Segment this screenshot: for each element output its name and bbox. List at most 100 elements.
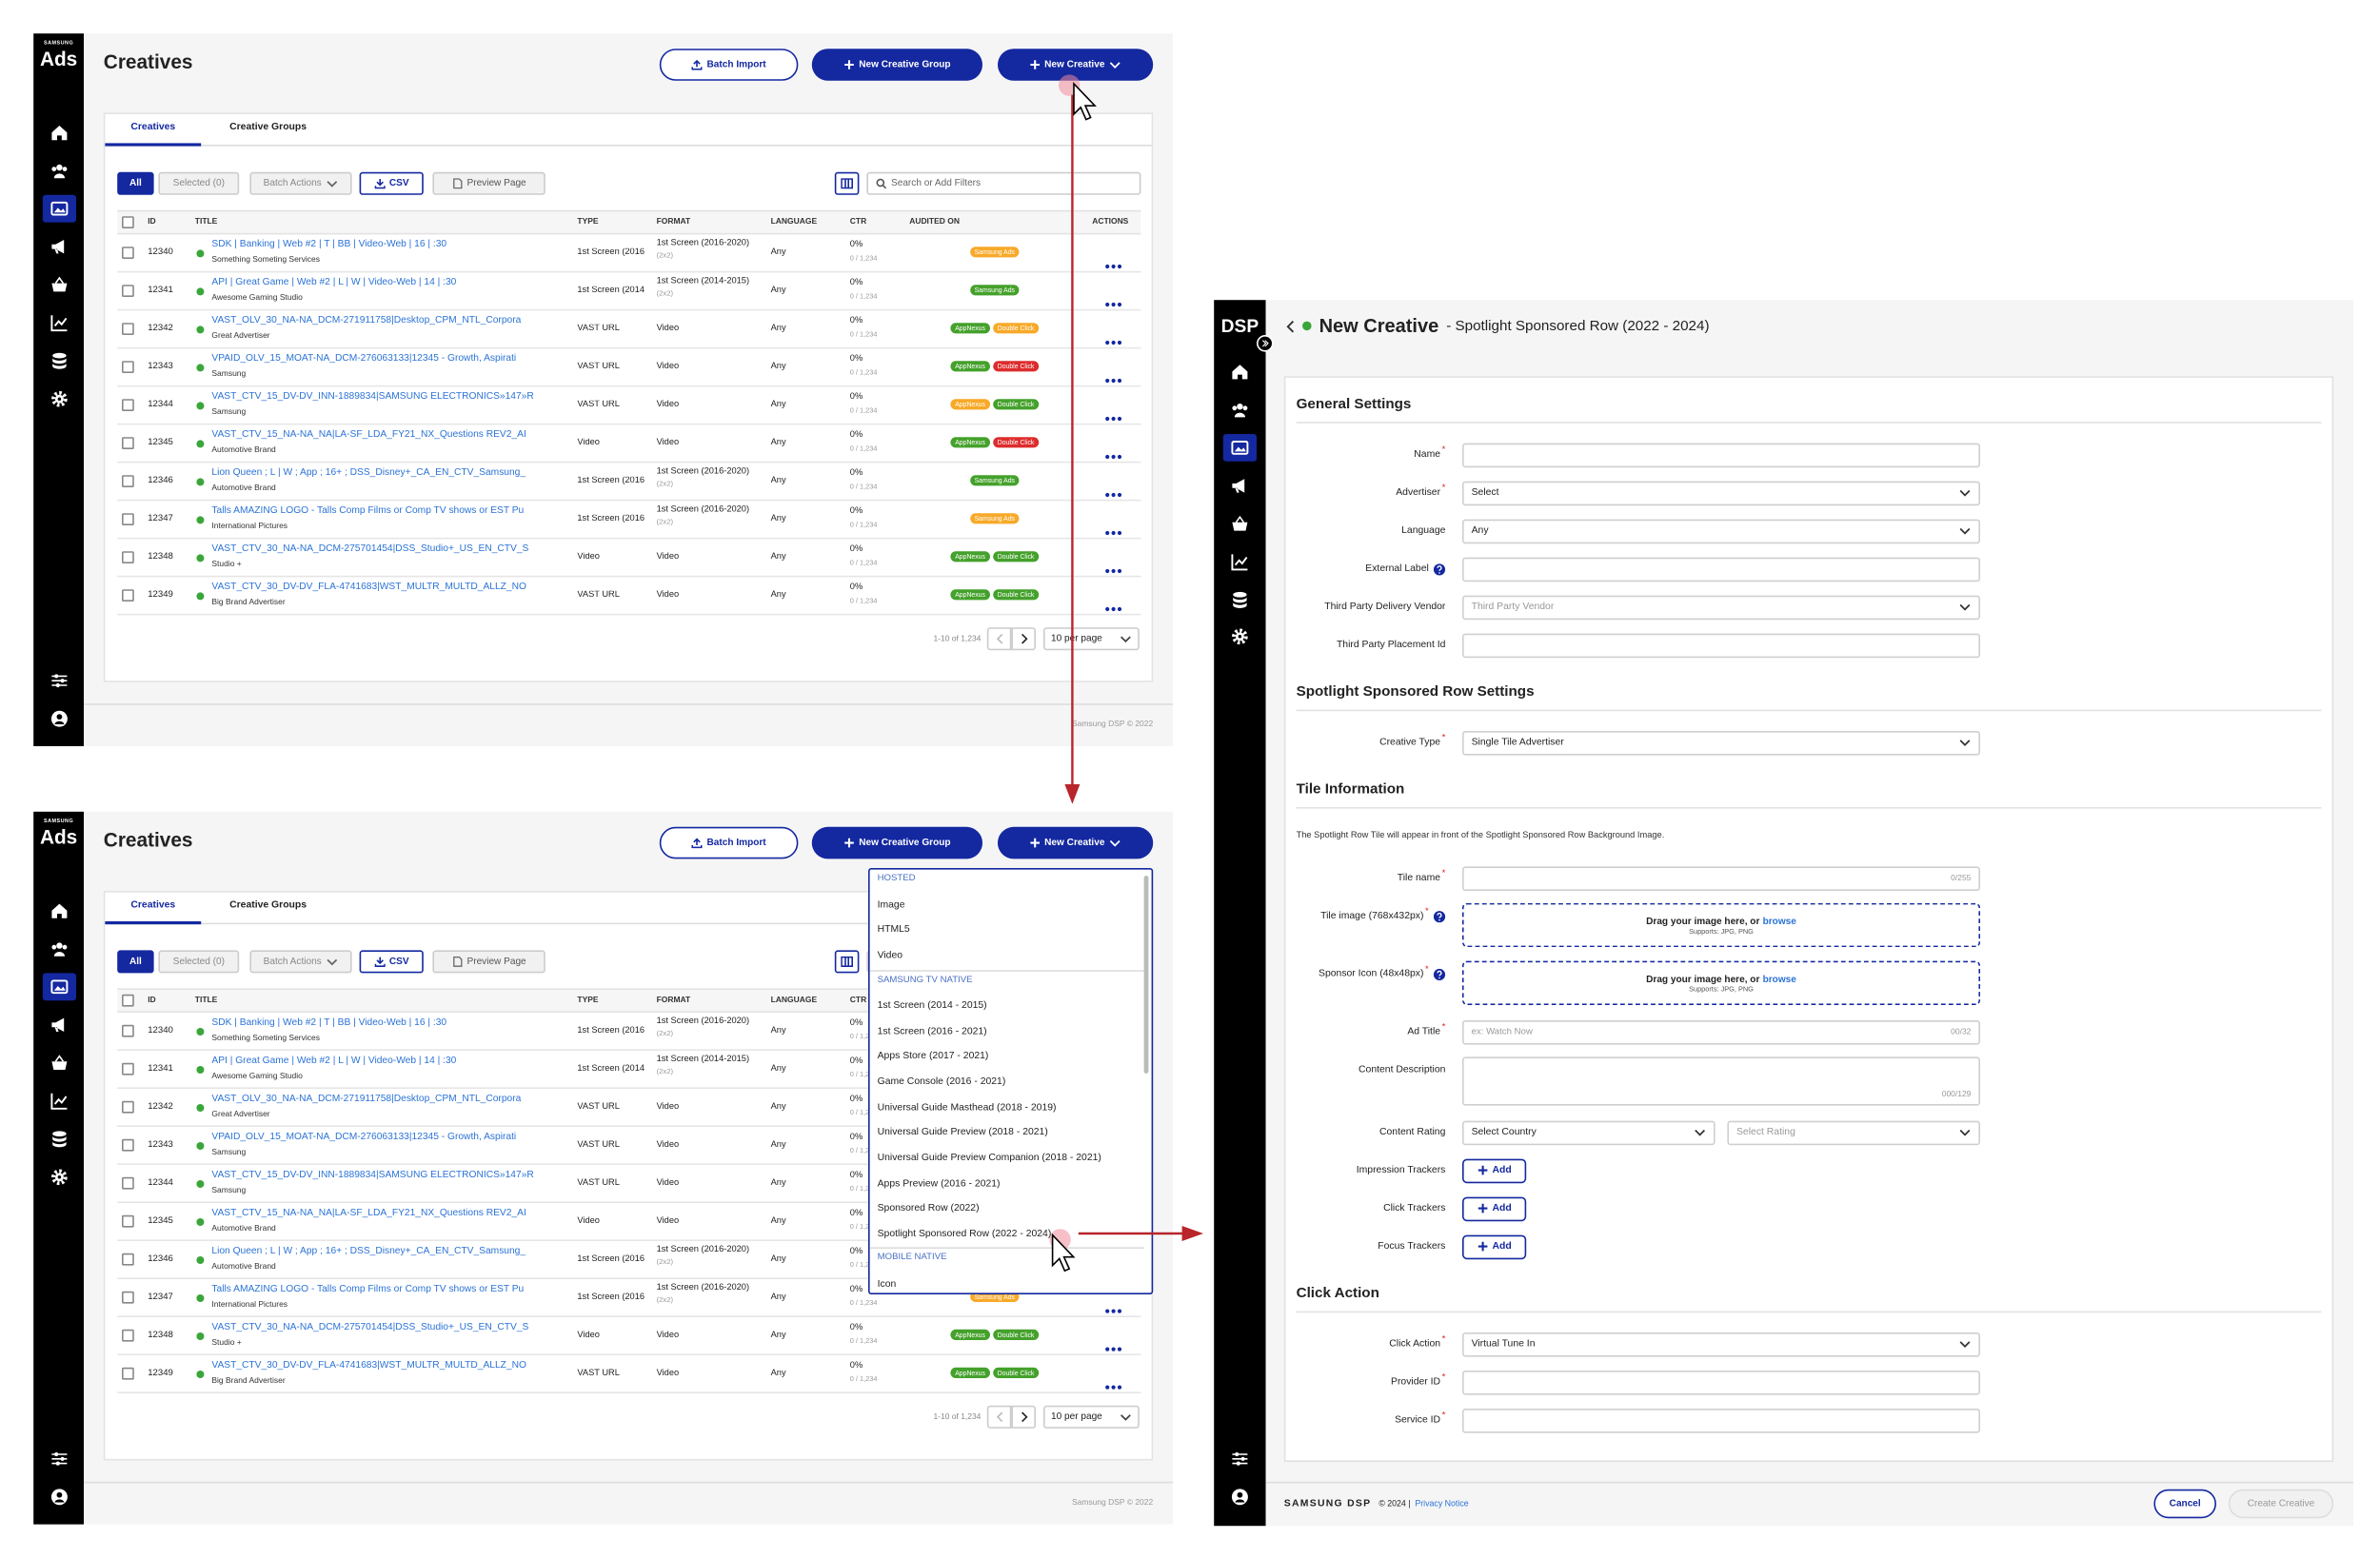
row-actions[interactable]: [1104, 249, 1122, 269]
preview-button[interactable]: Preview Page: [432, 950, 545, 974]
batch-import-button[interactable]: Batch Import: [659, 826, 799, 859]
row-actions[interactable]: [1104, 592, 1122, 612]
row-checkbox[interactable]: [122, 589, 134, 602]
row-actions[interactable]: [1104, 402, 1122, 422]
batch-import-button[interactable]: Batch Import: [659, 49, 799, 81]
row-checkbox[interactable]: [122, 551, 134, 563]
row-checkbox[interactable]: [122, 475, 134, 487]
row-checkbox[interactable]: [122, 247, 134, 259]
menu-item[interactable]: Sponsored Row (2022): [877, 1203, 980, 1214]
menu-item[interactable]: 1st Screen (2016 - 2021): [877, 1026, 987, 1037]
row-checkbox[interactable]: [122, 1291, 134, 1304]
row-checkbox[interactable]: [122, 1367, 134, 1380]
all-filter[interactable]: All: [117, 171, 154, 195]
row-checkbox[interactable]: [122, 1329, 134, 1342]
row-actions[interactable]: [1104, 287, 1122, 307]
cancel-button[interactable]: Cancel: [2153, 1489, 2216, 1519]
creative-title[interactable]: VAST_CTV_15_NA-NA_NA|LA-SF_LDA_FY21_NX_Q…: [211, 1207, 526, 1218]
columns-button[interactable]: [834, 171, 860, 195]
creative-title[interactable]: VAST_CTV_30_DV-DV_FLA-4741683|WST_MULTR_…: [211, 1359, 526, 1371]
text-input[interactable]: [1462, 556, 1980, 582]
add-button[interactable]: Add: [1462, 1233, 1527, 1259]
row-checkbox[interactable]: [122, 513, 134, 525]
tab[interactable]: Creatives: [130, 122, 176, 133]
select[interactable]: Select Country: [1462, 1119, 1716, 1145]
select[interactable]: Third Party Vendor: [1462, 594, 1980, 620]
tab[interactable]: Creative Groups: [229, 122, 307, 133]
menu-item[interactable]: Image: [877, 899, 905, 911]
creative-title[interactable]: Talls AMAZING LOGO - Talls Comp Films or…: [211, 505, 525, 517]
header-checkbox[interactable]: [122, 994, 134, 1007]
search-box[interactable]: Search or Add Filters: [866, 171, 1141, 195]
preview-button[interactable]: Preview Page: [432, 171, 545, 195]
select[interactable]: Virtual Tune In: [1462, 1332, 1980, 1356]
dropzone[interactable]: Drag your image here, or browse Supports: …: [1462, 902, 1980, 948]
browse-link[interactable]: browse: [1762, 974, 1796, 985]
batch-actions[interactable]: Batch Actions: [249, 950, 352, 974]
select[interactable]: Select: [1462, 480, 1980, 505]
menu-item[interactable]: Apps Preview (2016 - 2021): [877, 1177, 1001, 1189]
columns-button[interactable]: [834, 950, 860, 974]
creative-title[interactable]: VAST_CTV_15_NA-NA_NA|LA-SF_LDA_FY21_NX_Q…: [211, 429, 526, 441]
row-checkbox[interactable]: [122, 1024, 134, 1037]
next-page[interactable]: [1011, 627, 1036, 651]
creative-title[interactable]: VAST_CTV_15_DV-DV_INN-1889834|SAMSUNG EL…: [211, 1169, 534, 1180]
creative-title[interactable]: Lion Queen ; L | W ; App ; 16+ ; DSS_Dis…: [211, 467, 526, 479]
csv-button[interactable]: CSV: [359, 171, 424, 195]
creative-title[interactable]: VPAID_OLV_15_MOAT-NA_DCM-276063133|12345…: [211, 1131, 517, 1142]
create-button[interactable]: Create Creative: [2228, 1489, 2334, 1519]
select[interactable]: Single Tile Advertiser: [1462, 730, 1980, 755]
prev-page[interactable]: [986, 1405, 1012, 1429]
new-group-button[interactable]: New Creative Group: [811, 826, 982, 859]
all-filter[interactable]: All: [117, 950, 154, 974]
select[interactable]: Any: [1462, 518, 1980, 543]
row-checkbox[interactable]: [122, 1100, 134, 1114]
new-group-button[interactable]: New Creative Group: [811, 49, 982, 81]
add-button[interactable]: Add: [1462, 1157, 1527, 1183]
row-actions[interactable]: [1104, 440, 1122, 460]
menu-item[interactable]: Apps Store (2017 - 2021): [877, 1051, 989, 1062]
row-checkbox[interactable]: [122, 1138, 134, 1152]
row-checkbox[interactable]: [122, 1176, 134, 1190]
menu-item[interactable]: Universal Guide Preview Companion (2018 …: [877, 1153, 1101, 1164]
csv-button[interactable]: CSV: [359, 950, 424, 974]
textarea[interactable]: 000/129: [1462, 1056, 1980, 1106]
next-page[interactable]: [1011, 1405, 1036, 1429]
new-creative-button[interactable]: New Creative: [998, 826, 1154, 859]
row-checkbox[interactable]: [122, 437, 134, 449]
menu-item[interactable]: 1st Screen (2014 - 2015): [877, 1000, 987, 1012]
row-actions[interactable]: [1104, 326, 1122, 345]
row-checkbox[interactable]: [122, 1062, 134, 1076]
menu-item[interactable]: Spotlight Sponsored Row (2022 - 2024): [877, 1228, 1052, 1240]
select[interactable]: Select Rating: [1727, 1119, 1980, 1145]
selected-count[interactable]: Selected (0): [158, 171, 240, 195]
row-actions[interactable]: [1104, 1294, 1122, 1313]
creative-title[interactable]: VAST_CTV_30_NA-NA_DCM-275701454|DSS_Stud…: [211, 1321, 529, 1332]
row-actions[interactable]: [1104, 516, 1122, 536]
text-input[interactable]: ex: Watch Now 00/32: [1462, 1019, 1980, 1044]
browse-link[interactable]: browse: [1762, 916, 1796, 927]
tab[interactable]: Creatives: [130, 899, 176, 911]
row-checkbox[interactable]: [122, 1214, 134, 1228]
menu-item[interactable]: Icon: [877, 1279, 897, 1291]
row-checkbox[interactable]: [122, 323, 134, 335]
creative-title[interactable]: VAST_OLV_30_NA-NA_DCM-271911758|Desktop_…: [211, 1093, 522, 1104]
menu-item[interactable]: HTML5: [877, 924, 910, 936]
creative-title[interactable]: VPAID_OLV_15_MOAT-NA_DCM-276063133|12345…: [211, 353, 517, 365]
row-actions[interactable]: [1104, 478, 1122, 498]
row-actions[interactable]: [1104, 364, 1122, 384]
creative-title[interactable]: VAST_OLV_30_NA-NA_DCM-271911758|Desktop_…: [211, 315, 522, 326]
creative-title[interactable]: VAST_CTV_30_NA-NA_DCM-275701454|DSS_Stud…: [211, 543, 529, 555]
row-checkbox[interactable]: [122, 361, 134, 373]
creative-title[interactable]: VAST_CTV_30_DV-DV_FLA-4741683|WST_MULTR_…: [211, 582, 526, 593]
menu-item[interactable]: Universal Guide Preview (2018 - 2021): [877, 1127, 1048, 1138]
menu-item[interactable]: Game Console (2016 - 2021): [877, 1076, 1006, 1088]
row-checkbox[interactable]: [122, 285, 134, 297]
creative-title[interactable]: SDK | Banking | Web #2 | T | BB | Video-…: [211, 1016, 447, 1028]
menu-item[interactable]: Universal Guide Masthead (2018 - 2019): [877, 1101, 1057, 1114]
creative-title[interactable]: Lion Queen ; L | W ; App ; 16+ ; DSS_Dis…: [211, 1245, 526, 1256]
per-page[interactable]: 10 per page: [1043, 627, 1140, 651]
text-input[interactable]: [1462, 1408, 1980, 1432]
selected-count[interactable]: Selected (0): [158, 950, 240, 974]
creative-title[interactable]: API | Great Game | Web #2 | L | W | Vide…: [211, 1055, 457, 1066]
